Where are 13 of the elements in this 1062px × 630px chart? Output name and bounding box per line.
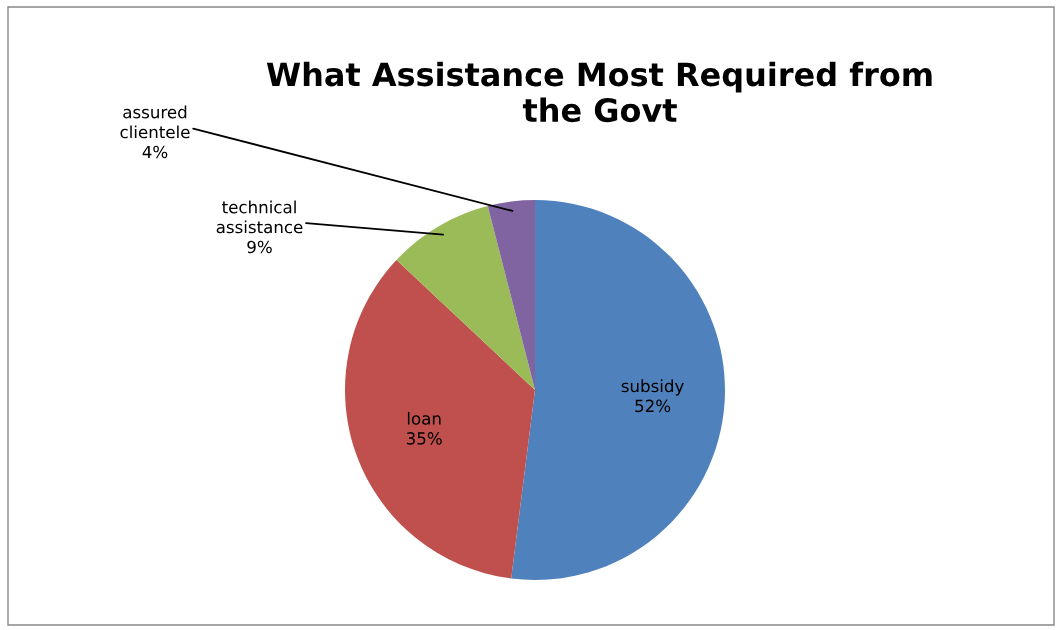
pie-slice [345,259,535,579]
chart-title: What Assistance Most Required from the Govt [266,61,932,123]
data-label: 4% [142,145,168,159]
pie-slice [511,200,725,580]
data-label: 9% [247,240,272,254]
data-label: 52% [635,399,671,413]
slice-label: assured clientele [120,105,190,139]
slice-label: technical assistance [216,200,303,234]
pie-slice [487,200,535,390]
slice-label: loan [407,411,441,425]
data-label: 35% [406,432,442,445]
slice-label: subsidy [621,379,684,396]
pie-slice [396,205,535,390]
